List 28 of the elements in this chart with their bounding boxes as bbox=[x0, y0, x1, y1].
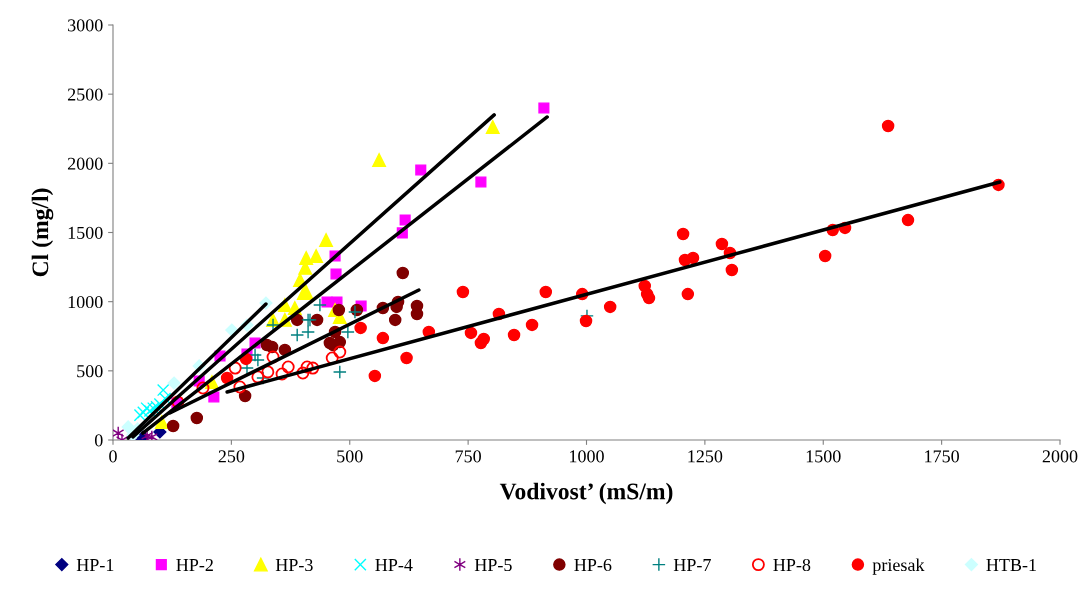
y-axis-title: Cl (mg/l) bbox=[31, 188, 54, 277]
y-tick-label: 2000 bbox=[67, 157, 103, 170]
x-tick-label: 1500 bbox=[806, 450, 841, 463]
y-tick-label: 2500 bbox=[67, 88, 103, 101]
legend-label: HP-3 bbox=[275, 558, 313, 572]
y-tick-label: 0 bbox=[94, 434, 103, 447]
legend-label: HP-1 bbox=[76, 558, 114, 571]
x-tick-label: 1750 bbox=[925, 450, 959, 463]
y-tick-label: 1000 bbox=[68, 295, 103, 309]
legend-label: HP-8 bbox=[773, 558, 811, 572]
legend-label: priesak bbox=[872, 558, 925, 575]
legend-label: HTB-1 bbox=[986, 558, 1036, 571]
x-tick-label: 2000 bbox=[1042, 450, 1078, 463]
legend-label: HP-5 bbox=[474, 559, 512, 572]
x-tick-label: 1250 bbox=[688, 450, 723, 463]
x-tick-label: 750 bbox=[455, 450, 481, 463]
x-axis-title: Vodivost’ (mS/m) bbox=[499, 482, 673, 505]
legend-label: HP-4 bbox=[375, 559, 413, 571]
legend-label: HP-7 bbox=[673, 559, 711, 571]
y-tick-label: 3000 bbox=[68, 19, 103, 32]
legend-label: HP-6 bbox=[574, 558, 612, 572]
x-tick-label: 500 bbox=[337, 450, 363, 463]
x-tick-label: 0 bbox=[109, 450, 117, 463]
x-tick-label: 250 bbox=[218, 450, 245, 463]
y-tick-label: 1500 bbox=[68, 226, 103, 239]
x-tick-label: 1000 bbox=[570, 450, 604, 463]
legend-label: HP-2 bbox=[176, 558, 213, 571]
y-tick-label: 500 bbox=[77, 365, 103, 378]
